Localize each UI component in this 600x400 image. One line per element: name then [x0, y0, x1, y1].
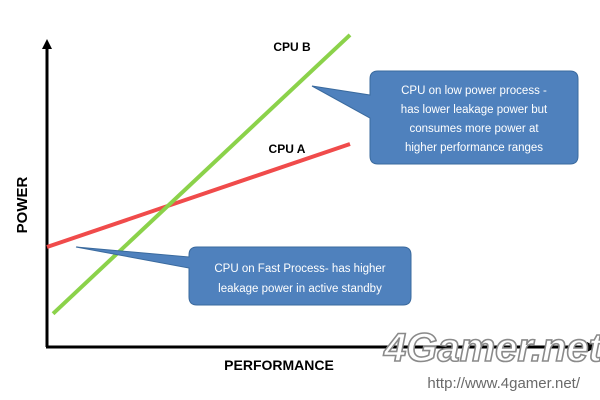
series-label-cpu-a: CPU A: [269, 142, 306, 156]
callout-fast-process-line-2: leakage power in active standby: [218, 283, 382, 295]
watermark-logo: 4Gamer.net: [383, 326, 600, 370]
callout-low-power-line-2: has lower leakage power but: [401, 104, 548, 116]
series-line-cpu-a: [46, 142, 351, 249]
series-line-cpu-b: [51, 33, 352, 316]
callout-fast-process-line-1: CPU on Fast Process- has higher: [214, 263, 385, 275]
callout-low-power-shape: [311, 70, 579, 165]
callout-low-power-line-1: CPU on low power process -: [401, 85, 547, 97]
y-axis-label: POWER: [14, 177, 31, 234]
callout-fast-process-shape: [75, 246, 412, 306]
callout-low-power: CPU on low power process - has lower lea…: [311, 70, 579, 165]
callout-fast-process: CPU on Fast Process- has higher leakage …: [75, 246, 412, 306]
watermark: 4Gamer.net http://www.4gamer.net/: [382, 325, 600, 392]
x-axis-label: PERFORMANCE: [224, 357, 334, 373]
callout-low-power-line-3: consumes more power at: [409, 123, 539, 135]
watermark-url: http://www.4gamer.net/: [427, 375, 580, 392]
series-label-cpu-b: CPU B: [273, 40, 311, 54]
callout-low-power-line-4: higher performance ranges: [405, 142, 543, 154]
